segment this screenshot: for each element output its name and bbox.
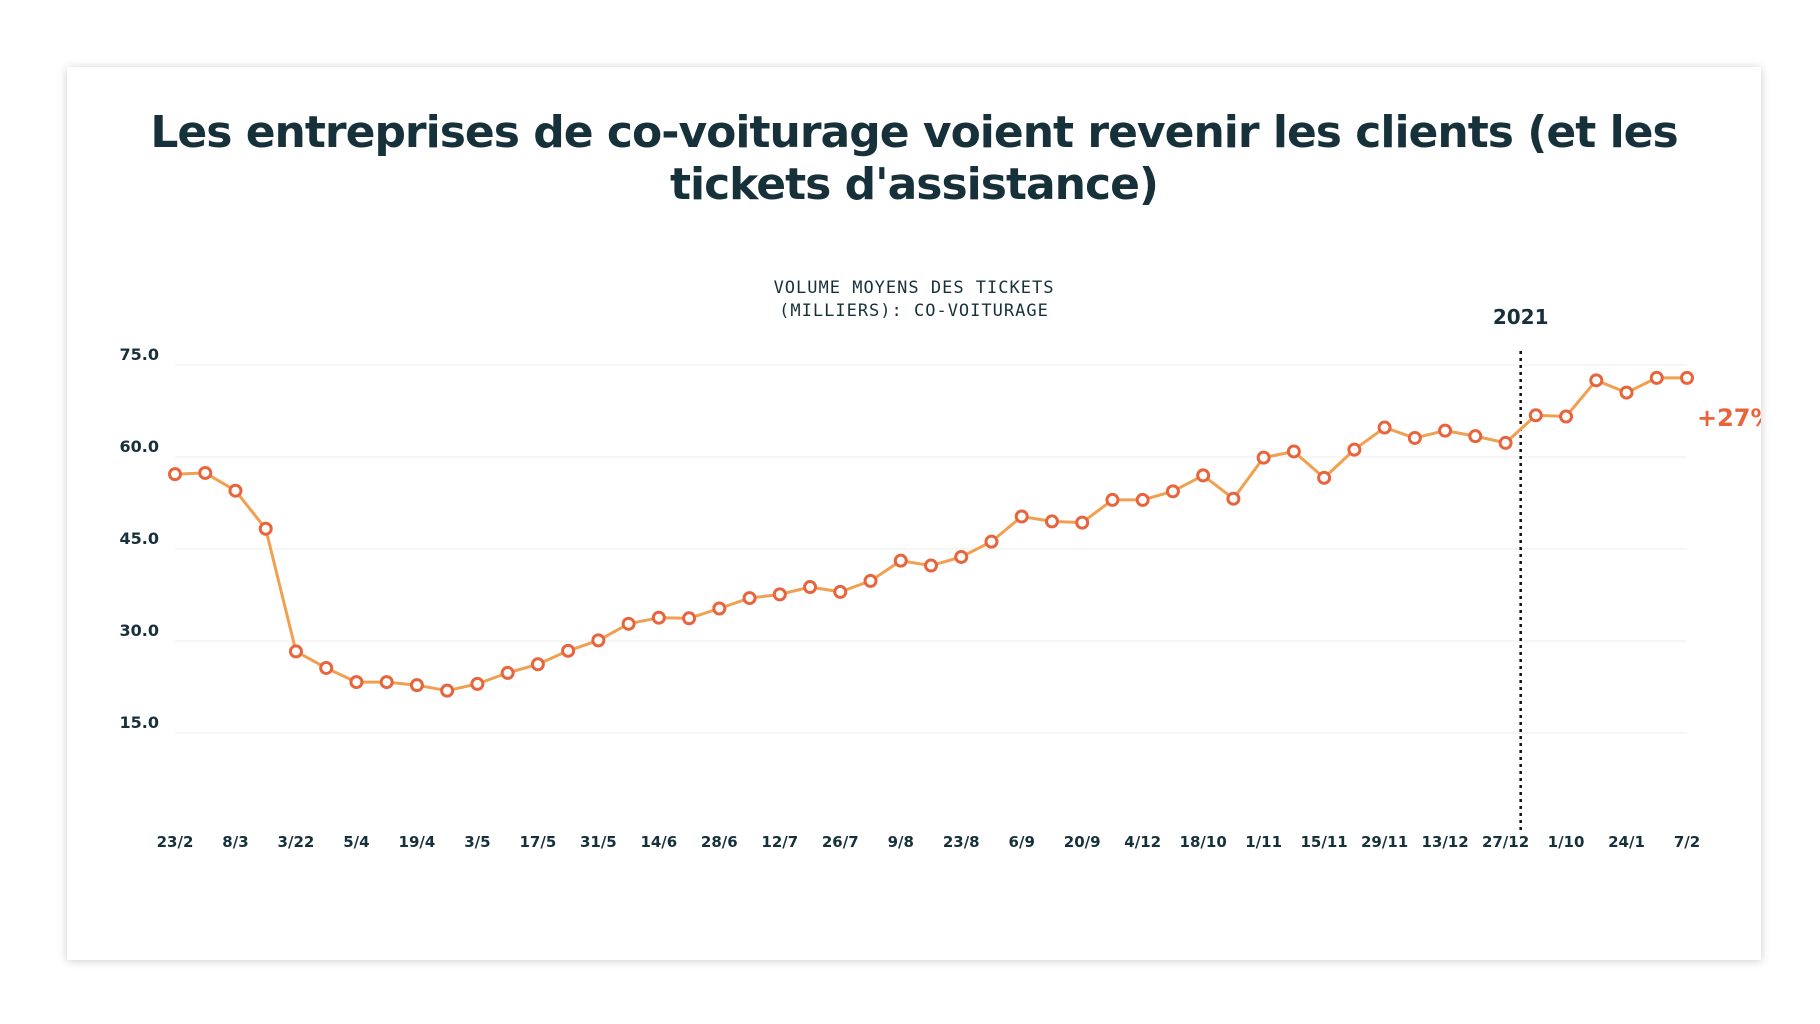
grid-layer (175, 364, 1687, 734)
x-tick-label: 6/9 (1009, 833, 1035, 851)
data-point (1165, 484, 1180, 499)
x-tick-label: 9/8 (888, 833, 914, 851)
data-point (288, 644, 303, 659)
y-tick-label: 15.0 (120, 713, 159, 732)
data-point (349, 675, 364, 690)
chart-subtitle: VOLUME MOYENS DES TICKETS (MILLIERS): CO… (67, 277, 1761, 323)
data-point (1105, 492, 1120, 507)
data-point (409, 678, 424, 693)
year-marker-layer: 2021 (1493, 305, 1549, 833)
x-tick-label: 29/11 (1361, 833, 1408, 851)
x-tick-label: 28/6 (701, 833, 738, 851)
x-axis-ticks: 23/2 8/3 3/22 5/4 19/4 3/5 17/5 31/5 14/6 28/6 12/… (157, 833, 1701, 851)
series-layer (168, 370, 1694, 698)
chart-subtitle-line-2: (MILLIERS): CO-VOITURAGE (779, 301, 1049, 321)
x-tick-label: 7/2 (1674, 833, 1700, 851)
data-point (319, 660, 334, 675)
y-tick-label: 75.0 (120, 345, 159, 364)
data-point (530, 657, 545, 672)
chart-title: Les entreprises de co-voiturage voient r… (150, 107, 1678, 210)
x-tick-label: 8/3 (222, 833, 248, 851)
x-tick-label: 5/4 (343, 833, 369, 851)
data-point (500, 665, 515, 680)
data-point (924, 558, 938, 573)
data-point (1589, 373, 1604, 388)
data-point (379, 675, 394, 690)
y-tick-label: 45.0 (120, 529, 159, 548)
data-point (803, 580, 818, 595)
change-label: +27% (1697, 404, 1761, 432)
data-point (228, 483, 243, 498)
data-point (1135, 492, 1150, 507)
series-line (174, 376, 1687, 693)
x-tick-label: 27/12 (1482, 833, 1529, 851)
data-point (258, 521, 273, 536)
x-tick-label: 1/11 (1245, 833, 1282, 851)
year-marker-label: 2021 (1493, 305, 1549, 329)
x-tick-label: 17/5 (519, 833, 556, 851)
data-point (1619, 385, 1634, 400)
data-point (1075, 515, 1090, 530)
x-tick-label: 3/5 (464, 833, 490, 851)
data-point (712, 601, 727, 616)
x-tick-label: 31/5 (580, 833, 617, 851)
x-tick-label: 23/8 (943, 833, 980, 851)
data-point (893, 553, 908, 568)
data-point (833, 584, 848, 599)
data-point (1649, 370, 1664, 385)
x-tick-label: 19/4 (399, 833, 436, 851)
data-point (1286, 444, 1301, 459)
data-point (1014, 509, 1029, 524)
data-point (1528, 408, 1543, 423)
data-point (1256, 450, 1271, 465)
x-tick-label: 4/12 (1124, 833, 1161, 851)
data-point (1468, 429, 1483, 444)
data-point (984, 534, 999, 549)
x-tick-label: 18/10 (1180, 833, 1227, 851)
chart-subtitle-line-1: VOLUME MOYENS DES TICKETS (773, 278, 1055, 298)
data-point (1438, 423, 1453, 438)
data-point (1680, 370, 1694, 385)
data-point (1044, 514, 1059, 529)
data-point (1377, 420, 1392, 435)
y-tick-label: 30.0 (120, 621, 159, 640)
data-point (440, 683, 455, 698)
data-point (1226, 491, 1241, 506)
data-point (198, 465, 213, 480)
data-point (470, 676, 485, 691)
data-point (1317, 470, 1332, 485)
y-axis-ticks: 15.0 30.0 45.0 60.0 75.0 (120, 345, 159, 732)
data-point (954, 549, 969, 564)
data-point (651, 610, 666, 625)
line-chart: 15.0 30.0 45.0 60.0 75.0 23/2 8/3 3/22 5/4 19/4 3… (120, 305, 1761, 851)
data-point (1559, 409, 1574, 424)
x-tick-label: 13/12 (1421, 833, 1468, 851)
x-tick-label: 15/11 (1301, 833, 1348, 851)
data-point (591, 633, 606, 648)
data-point (1498, 435, 1513, 450)
x-tick-label: 12/7 (761, 833, 798, 851)
x-tick-label: 1/10 (1548, 833, 1585, 851)
annotation-layer: +27% (1697, 404, 1761, 432)
x-tick-label: 26/7 (822, 833, 859, 851)
data-point (772, 587, 787, 602)
data-point (863, 573, 878, 588)
x-tick-label: 23/2 (157, 833, 194, 851)
data-point (1347, 442, 1362, 457)
data-point (742, 591, 757, 606)
chart-card: Les entreprises de co-voiturage voient r… (67, 67, 1761, 960)
x-tick-label: 14/6 (640, 833, 677, 851)
x-tick-label: 24/1 (1608, 833, 1645, 851)
data-point (1407, 430, 1422, 445)
x-tick-label: 3/22 (278, 833, 315, 851)
x-tick-label: 20/9 (1064, 833, 1101, 851)
data-point (168, 467, 182, 482)
y-tick-label: 60.0 (120, 437, 159, 456)
data-point (682, 611, 697, 626)
data-point (621, 616, 636, 631)
data-point (561, 643, 576, 658)
data-point (1196, 468, 1211, 483)
